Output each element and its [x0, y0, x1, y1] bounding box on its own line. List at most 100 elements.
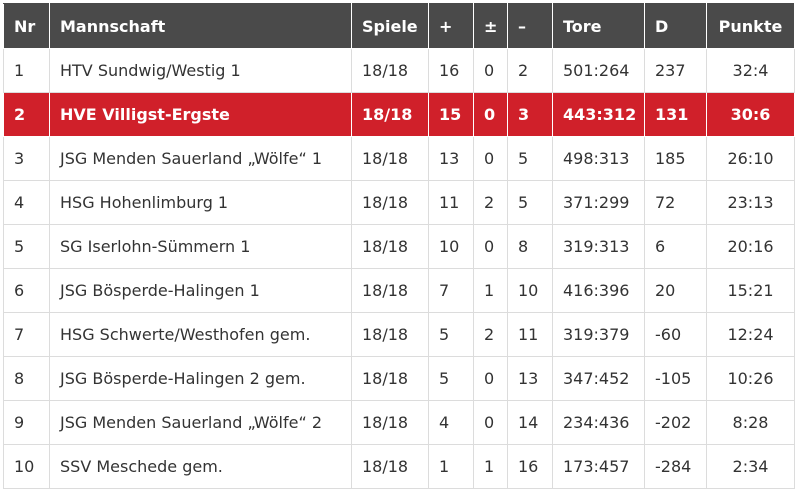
- cell-games: 18/18: [351, 268, 429, 313]
- cell-draws: 0: [473, 92, 508, 137]
- cell-team: JSG Menden Sauerland „Wölfe“ 1: [49, 136, 352, 181]
- standings-body: 1 HTV Sundwig/Westig 1 18/18 16 0 2 501:264 237…: [3, 48, 795, 489]
- header-goals[interactable]: Tore: [552, 3, 645, 49]
- cell-points: 10:26: [706, 356, 795, 401]
- header-nr[interactable]: Nr: [3, 3, 50, 49]
- cell-team: HSG Hohenlimburg 1: [49, 180, 352, 225]
- cell-goals: 498:313: [552, 136, 645, 181]
- cell-points: 30:6: [706, 92, 795, 137]
- cell-games: 18/18: [351, 224, 429, 269]
- cell-nr: 3: [3, 136, 50, 181]
- cell-losses: 11: [507, 312, 553, 357]
- cell-team: HVE Villigst-Ergste: [49, 92, 352, 137]
- cell-goals: 234:436: [552, 400, 645, 445]
- header-points[interactable]: Punkte: [706, 3, 795, 49]
- cell-draws: 0: [473, 400, 508, 445]
- cell-wins: 11: [428, 180, 474, 225]
- cell-team: HTV Sundwig/Westig 1: [49, 48, 352, 93]
- table-row[interactable]: 3 JSG Menden Sauerland „Wölfe“ 1 18/18 13 0 5…: [3, 136, 795, 181]
- cell-nr: 4: [3, 180, 50, 225]
- cell-points: 15:21: [706, 268, 795, 313]
- cell-points: 32:4: [706, 48, 795, 93]
- cell-nr: 6: [3, 268, 50, 313]
- cell-diff: -284: [644, 444, 707, 489]
- cell-wins: 5: [428, 312, 474, 357]
- cell-games: 18/18: [351, 180, 429, 225]
- cell-wins: 5: [428, 356, 474, 401]
- cell-diff: 237: [644, 48, 707, 93]
- table-row[interactable]: 5 SG Iserlohn-Sümmern 1 18/18 10 0 8 319:313 6 2…: [3, 224, 795, 269]
- table-row[interactable]: 10 SSV Meschede gem. 18/18 1 1 16 173:457 -284 2…: [3, 444, 795, 489]
- cell-points: 26:10: [706, 136, 795, 181]
- cell-goals: 319:313: [552, 224, 645, 269]
- cell-diff: -105: [644, 356, 707, 401]
- cell-goals: 501:264: [552, 48, 645, 93]
- cell-diff: 131: [644, 92, 707, 137]
- cell-goals: 173:457: [552, 444, 645, 489]
- cell-draws: 0: [473, 356, 508, 401]
- table-row[interactable]: 2 HVE Villigst-Ergste 18/18 15 0 3 443:312 131 3…: [3, 92, 795, 137]
- cell-goals: 416:396: [552, 268, 645, 313]
- cell-losses: 5: [507, 180, 553, 225]
- cell-points: 12:24: [706, 312, 795, 357]
- cell-nr: 8: [3, 356, 50, 401]
- cell-wins: 7: [428, 268, 474, 313]
- header-draws[interactable]: ±: [473, 3, 508, 49]
- cell-points: 20:16: [706, 224, 795, 269]
- standings-table: Nr Mannschaft Spiele + ± – Tore D Punkte…: [3, 3, 795, 489]
- table-row[interactable]: 9 JSG Menden Sauerland „Wölfe“ 2 18/18 4 0 14…: [3, 400, 795, 445]
- cell-nr: 5: [3, 224, 50, 269]
- cell-losses: 2: [507, 48, 553, 93]
- cell-nr: 7: [3, 312, 50, 357]
- cell-team: SSV Meschede gem.: [49, 444, 352, 489]
- cell-nr: 9: [3, 400, 50, 445]
- cell-wins: 10: [428, 224, 474, 269]
- cell-nr: 2: [3, 92, 50, 137]
- cell-draws: 0: [473, 48, 508, 93]
- header-wins[interactable]: +: [428, 3, 474, 49]
- cell-games: 18/18: [351, 444, 429, 489]
- cell-goals: 371:299: [552, 180, 645, 225]
- cell-losses: 8: [507, 224, 553, 269]
- cell-games: 18/18: [351, 136, 429, 181]
- cell-diff: 72: [644, 180, 707, 225]
- cell-losses: 13: [507, 356, 553, 401]
- cell-wins: 15: [428, 92, 474, 137]
- cell-team: SG Iserlohn-Sümmern 1: [49, 224, 352, 269]
- cell-losses: 10: [507, 268, 553, 313]
- cell-games: 18/18: [351, 356, 429, 401]
- cell-draws: 1: [473, 444, 508, 489]
- cell-wins: 1: [428, 444, 474, 489]
- header-losses[interactable]: –: [507, 3, 553, 49]
- table-row[interactable]: 7 HSG Schwerte/Westhofen gem. 18/18 5 2 11 319…: [3, 312, 795, 357]
- table-row[interactable]: 8 JSG Bösperde-Halingen 2 gem. 18/18 5 0 13 34…: [3, 356, 795, 401]
- cell-nr: 1: [3, 48, 50, 93]
- cell-points: 23:13: [706, 180, 795, 225]
- cell-team: JSG Menden Sauerland „Wölfe“ 2: [49, 400, 352, 445]
- table-row[interactable]: 1 HTV Sundwig/Westig 1 18/18 16 0 2 501:264 237…: [3, 48, 795, 93]
- cell-nr: 10: [3, 444, 50, 489]
- cell-games: 18/18: [351, 92, 429, 137]
- cell-games: 18/18: [351, 48, 429, 93]
- cell-goals: 319:379: [552, 312, 645, 357]
- cell-team: JSG Bösperde-Halingen 2 gem.: [49, 356, 352, 401]
- cell-wins: 4: [428, 400, 474, 445]
- cell-diff: 185: [644, 136, 707, 181]
- table-row[interactable]: 4 HSG Hohenlimburg 1 18/18 11 2 5 371:299 72 23:…: [3, 180, 795, 225]
- cell-wins: 16: [428, 48, 474, 93]
- header-diff[interactable]: D: [644, 3, 707, 49]
- header-games[interactable]: Spiele: [351, 3, 429, 49]
- cell-diff: -202: [644, 400, 707, 445]
- cell-points: 2:34: [706, 444, 795, 489]
- cell-team: HSG Schwerte/Westhofen gem.: [49, 312, 352, 357]
- cell-goals: 443:312: [552, 92, 645, 137]
- cell-draws: 0: [473, 224, 508, 269]
- cell-losses: 16: [507, 444, 553, 489]
- header-team[interactable]: Mannschaft: [49, 3, 352, 49]
- table-row[interactable]: 6 JSG Bösperde-Halingen 1 18/18 7 1 10 416:396…: [3, 268, 795, 313]
- cell-diff: 20: [644, 268, 707, 313]
- cell-games: 18/18: [351, 400, 429, 445]
- cell-draws: 0: [473, 136, 508, 181]
- cell-draws: 1: [473, 268, 508, 313]
- cell-games: 18/18: [351, 312, 429, 357]
